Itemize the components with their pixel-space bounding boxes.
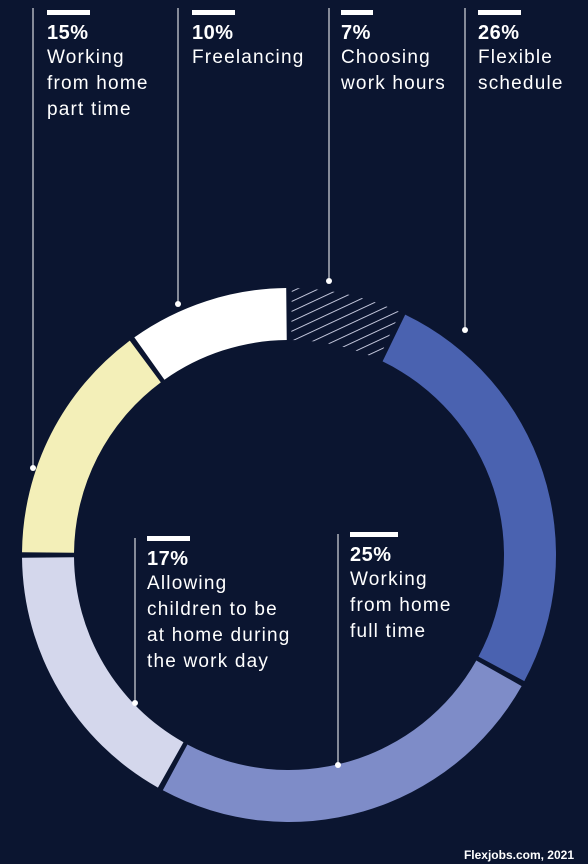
label-bar xyxy=(47,10,90,15)
donut-slice xyxy=(382,314,556,682)
slice-value: 25% xyxy=(350,544,392,566)
leader-dot xyxy=(335,762,341,768)
label-bar xyxy=(192,10,235,15)
donut-slice xyxy=(22,557,184,788)
leader-dot xyxy=(326,278,332,284)
slice-value: 17% xyxy=(147,548,189,570)
label-choosing-work-hours: 7% Choosing work hours xyxy=(341,10,446,97)
label-allowing-children: 17% Allowing children to be at home duri… xyxy=(147,536,291,675)
slice-value: 10% xyxy=(192,22,234,44)
slice-value: 15% xyxy=(47,22,89,44)
slice-label: Working from home full time xyxy=(350,569,452,642)
leader-dot xyxy=(30,465,36,471)
slice-value: 26% xyxy=(478,22,520,44)
donut-slice xyxy=(22,340,161,553)
slice-label: Freelancing xyxy=(192,47,305,68)
donut-slice xyxy=(162,660,522,822)
label-bar xyxy=(147,536,190,541)
donut-slice xyxy=(291,288,401,360)
label-bar xyxy=(350,532,398,537)
label-flexible-schedule: 26% Flexible schedule xyxy=(478,10,564,97)
label-bar xyxy=(341,10,373,15)
slice-label: Choosing work hours xyxy=(341,47,446,94)
leader-dot xyxy=(462,327,468,333)
label-freelancing: 10% Freelancing xyxy=(192,10,304,71)
source-credit: Flexjobs.com, 2021 xyxy=(463,848,574,862)
slice-label: Flexible schedule xyxy=(478,47,564,94)
slice-label: Working from home part time xyxy=(47,47,149,120)
label-working-from-home-part-time: 15% Working from home part time xyxy=(47,10,149,123)
leader-dot xyxy=(132,700,138,706)
donut-slice xyxy=(134,288,287,380)
slice-label: Allowing children to be at home during t… xyxy=(147,573,291,672)
slice-value: 7% xyxy=(341,22,371,44)
label-bar xyxy=(478,10,521,15)
label-working-from-home-full-time: 25% Working from home full time xyxy=(350,532,452,645)
leader-dot xyxy=(175,301,181,307)
